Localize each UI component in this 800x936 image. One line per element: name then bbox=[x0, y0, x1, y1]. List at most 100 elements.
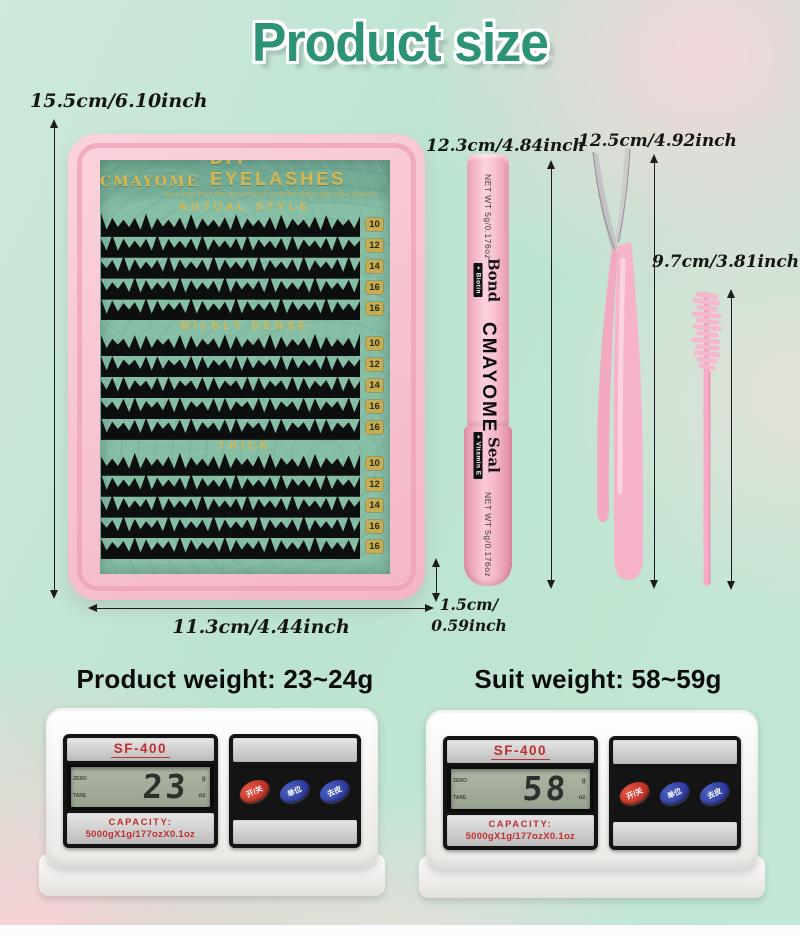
lash-cluster-band bbox=[101, 255, 360, 279]
scale-capacity-label: CAPACITY: bbox=[108, 817, 173, 829]
pen-vitamin-chip: + Vitamin E bbox=[473, 432, 483, 479]
scale-model-strip: SF-400 bbox=[447, 740, 594, 764]
lash-row: 12 bbox=[100, 234, 390, 258]
tray-product-name: DIY EYELASHES bbox=[210, 160, 347, 189]
scale-display-panel: SF-400 ZERO TARE 58 g oz bbox=[443, 736, 598, 850]
lash-cluster-band bbox=[101, 515, 360, 539]
scale-capacity-value: 5000gX1g/177ozX0.1oz bbox=[85, 829, 196, 841]
lash-row: 16 bbox=[100, 515, 390, 539]
lash-size-tag: 12 bbox=[366, 238, 383, 252]
tray-width-arrow-icon bbox=[88, 603, 434, 612]
scale-capacity-label: CAPACITY: bbox=[488, 819, 553, 831]
lash-tray: CMAYOME DIY EYELASHES HIGH-END EYELASH B… bbox=[68, 134, 425, 600]
tray-width-label: 11.3cm/4.44inch bbox=[172, 616, 350, 638]
lcd-left-labels: ZERO TARE bbox=[71, 767, 89, 807]
lash-row: 16 bbox=[100, 297, 390, 321]
scale-blank-strip bbox=[612, 740, 737, 764]
scale-blank-strip bbox=[232, 820, 357, 844]
scale-buttons: 开/关 单位 去皮 bbox=[613, 764, 737, 822]
lash-cluster-band bbox=[101, 234, 360, 258]
lcd-unit-g: g bbox=[201, 775, 206, 783]
product-weight-label: Product weight: 23~24g bbox=[76, 664, 374, 694]
brush-length-arrow-icon bbox=[726, 289, 735, 590]
lash-row: 14 bbox=[100, 494, 390, 518]
scale-power-button: 开/关 bbox=[616, 776, 654, 810]
scale-model-label: SF-400 bbox=[110, 741, 170, 759]
tweezers-image bbox=[592, 148, 643, 580]
lash-cluster-band bbox=[101, 494, 360, 518]
tray-section-title: MILDLY DENSE bbox=[180, 320, 310, 333]
scale-panels: SF-400 ZERO TARE 23 g oz bbox=[63, 734, 361, 848]
lcd-unit-g: g bbox=[581, 777, 586, 785]
lcd-unit-labels: g oz bbox=[196, 767, 209, 807]
kitchen-scale-suit: SF-400 ZERO TARE 58 g oz bbox=[419, 710, 765, 898]
tray-depth-label: 1.5cm/ 0.59inch bbox=[426, 595, 512, 637]
lash-cluster-band bbox=[101, 452, 360, 476]
lash-size-tag: 10 bbox=[366, 337, 383, 351]
tweezers-length-label: 12.5cm/4.92inch bbox=[578, 131, 737, 151]
lash-cluster-band bbox=[101, 297, 360, 321]
tray-height-arrow-icon bbox=[49, 119, 58, 599]
lash-size-tag: 10 bbox=[366, 218, 383, 231]
lash-size-tag: 16 bbox=[366, 519, 383, 533]
suit-weight-label: Suit weight: 58~59g bbox=[474, 664, 722, 694]
scale-blank-strip bbox=[612, 822, 737, 846]
lash-row: 10 bbox=[100, 213, 390, 237]
pen-length-label: 12.3cm/4.84inch bbox=[426, 136, 585, 156]
lash-cluster-band bbox=[101, 473, 360, 497]
lash-cluster-band bbox=[101, 354, 360, 378]
pen-bond-word: Bond bbox=[484, 258, 503, 303]
tray-depth-line1: 1.5cm/ bbox=[439, 595, 499, 614]
kitchen-scale-product: SF-400 ZERO TARE 23 g oz bbox=[39, 708, 385, 896]
lcd-unit-oz: oz bbox=[578, 794, 586, 802]
scale-tare-button: 去皮 bbox=[316, 774, 354, 808]
mascara-brush-image bbox=[691, 291, 722, 586]
scale-lcd: ZERO TARE 23 g oz bbox=[71, 767, 210, 808]
lash-size-tag: 10 bbox=[366, 456, 383, 470]
lash-row: 14 bbox=[100, 376, 390, 399]
lash-size-tag: 14 bbox=[366, 498, 383, 512]
lash-size-tag: 16 bbox=[366, 400, 383, 414]
lash-cluster-band bbox=[101, 417, 360, 440]
tweezers-length-arrow-icon bbox=[649, 154, 658, 589]
scale-capacity-value: 5000gX1g/177ozX0.1oz bbox=[465, 831, 576, 843]
scale-lcd: ZERO TARE 58 g oz bbox=[451, 769, 590, 810]
tray-depth-arrow-icon bbox=[431, 558, 440, 602]
lash-cluster-band bbox=[101, 213, 360, 237]
lash-row: 16 bbox=[100, 417, 390, 440]
tray-frame bbox=[77, 143, 416, 591]
lash-size-tag: 12 bbox=[366, 477, 383, 491]
scale-panels: SF-400 ZERO TARE 58 g oz bbox=[443, 736, 741, 850]
lash-cluster-band bbox=[101, 397, 360, 420]
lash-size-tag: 16 bbox=[366, 540, 383, 554]
lash-cluster-band bbox=[101, 376, 360, 399]
bond-seal-pen: NET WT 5g/0.176oz + Biotin Bond CMAYOME … bbox=[464, 154, 512, 586]
pen-net-weight-bottom: NET WT 5g/0.176oz bbox=[483, 492, 493, 578]
tray-height-label: 15.5cm/6.10inch bbox=[30, 90, 208, 112]
scale-capacity-strip: CAPACITY: 5000gX1g/177ozX0.1oz bbox=[67, 813, 214, 844]
tray-inner: CMAYOME DIY EYELASHES HIGH-END EYELASH B… bbox=[100, 160, 390, 574]
lcd-zero-label: ZERO bbox=[73, 775, 87, 782]
scale-reading: 58 bbox=[521, 769, 570, 809]
pen-lower-tube bbox=[464, 426, 512, 586]
pen-seal-word: Seal bbox=[484, 437, 503, 474]
lash-cluster-band bbox=[101, 333, 360, 357]
scale-blank-strip bbox=[232, 738, 357, 762]
page-title: Product size bbox=[251, 11, 549, 73]
lash-size-tag: 14 bbox=[366, 259, 383, 273]
scale-model-strip: SF-400 bbox=[67, 738, 214, 762]
tray-section-title: NUTUAL STYLE bbox=[179, 201, 311, 213]
lash-row: 10 bbox=[100, 452, 390, 476]
lash-row: 10 bbox=[100, 333, 390, 357]
tray-sections: NUTUAL STYLE 10 12 14 16 16 MILDLY DENSE 10 12 14… bbox=[100, 200, 390, 560]
bottom-white-strip bbox=[0, 925, 800, 936]
lcd-unit-labels: g oz bbox=[576, 769, 589, 809]
scale-tare-button: 去皮 bbox=[696, 776, 734, 810]
scale-model-label: SF-400 bbox=[490, 743, 550, 761]
pen-seal-label-group: + Vitamin E Seal bbox=[473, 432, 503, 479]
scale-reading: 23 bbox=[141, 767, 190, 807]
lcd-tare-label: TARE bbox=[73, 792, 87, 799]
pen-bond-label-group: + Biotin Bond bbox=[473, 258, 503, 303]
tray-brand: CMAYOME bbox=[100, 174, 200, 190]
scale-unit-button: 单位 bbox=[656, 776, 694, 810]
